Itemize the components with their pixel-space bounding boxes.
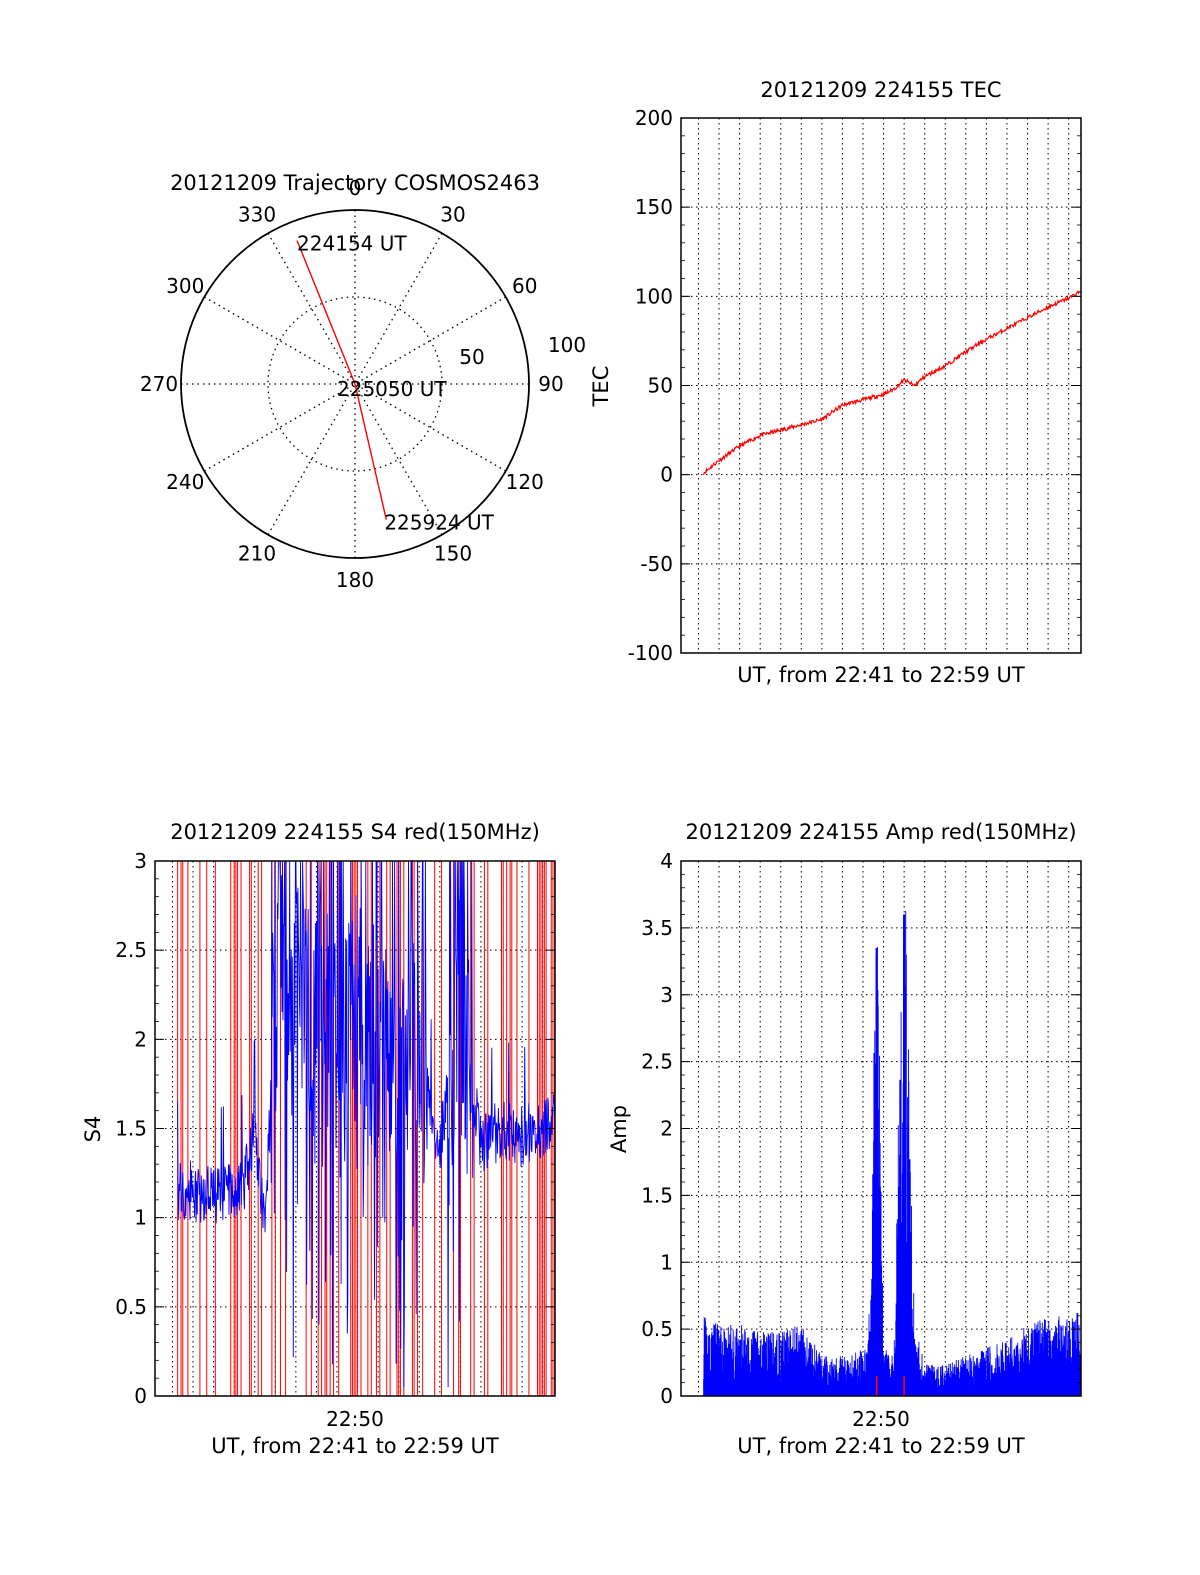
trajectory-line <box>296 240 387 520</box>
amp-ytick-label: 3 <box>660 983 673 1007</box>
azimuth-labels: 0 30 60 90 120 150 180 210 240 270 300 330 <box>140 176 564 592</box>
amp-ytick-label: 1 <box>660 1250 673 1274</box>
tec-line <box>703 289 1081 475</box>
s4-blue-line <box>177 860 556 1388</box>
azimuth-label: 0 <box>349 176 362 200</box>
azimuth-label: 240 <box>166 470 204 494</box>
azimuth-label: 270 <box>140 372 178 396</box>
amp-title: 20121209 224155 Amp red(150MHz) <box>685 820 1076 844</box>
tec-ytick-label: 150 <box>635 195 673 219</box>
azimuth-label: 300 <box>166 274 204 298</box>
amp-ytick-label: 0.5 <box>641 1317 673 1341</box>
amp-ytick-label: 2 <box>660 1117 673 1141</box>
s4-ytick-label: 1 <box>134 1206 147 1230</box>
s4-plot: 20121209 224155 S4 red(150MHz) 3 2.5 2 1.5 1… <box>81 820 556 1458</box>
amp-plot: 20121209 224155 Amp red(150MHz) 4 3.5 3 2.5… <box>607 820 1082 1458</box>
s4-ticks <box>155 860 555 1397</box>
s4-title: 20121209 224155 S4 red(150MHz) <box>170 820 540 844</box>
s4-y-label: S4 <box>81 1116 105 1143</box>
amp-blue-trace <box>703 910 1082 1396</box>
amp-ytick-label: 0 <box>660 1384 673 1408</box>
amp-x-tick-label: 22:50 <box>852 1407 910 1431</box>
tec-title: 20121209 224155 TEC <box>760 78 1001 102</box>
s4-ytick-label: 2 <box>134 1027 147 1051</box>
tec-y-label: TEC <box>589 366 613 408</box>
azimuth-label: 60 <box>512 274 537 298</box>
tec-ytick-label: 0 <box>660 463 673 487</box>
amp-blue-series <box>703 910 1082 1396</box>
amp-ytick-label: 2.5 <box>641 1050 673 1074</box>
azimuth-label: 120 <box>506 470 544 494</box>
s4-x-tick-label: 22:50 <box>326 1407 384 1431</box>
tec-series <box>703 289 1081 475</box>
azimuth-label: 150 <box>434 542 472 566</box>
trajectory-track: 224154 UT 225050 UT 225924 UT <box>296 232 495 535</box>
tec-ytick-label: 200 <box>635 106 673 130</box>
s4-y-tick-labels: 3 2.5 2 1.5 1 0.5 0 <box>115 849 147 1408</box>
amp-ytick-label: 1.5 <box>641 1183 673 1207</box>
azimuth-label: 210 <box>238 542 276 566</box>
tec-grid <box>681 118 1081 653</box>
amp-red-markers <box>875 1375 905 1396</box>
tec-ticks <box>681 117 1081 654</box>
s4-ytick-label: 0 <box>134 1384 147 1408</box>
s4-blue-series <box>177 860 556 1388</box>
polar-trajectory-plot: 20121209 Trajectory COSMOS2463 0 30 60 90 12… <box>140 171 586 592</box>
s4-ytick-label: 2.5 <box>115 938 147 962</box>
polar-title: 20121209 Trajectory COSMOS2463 <box>170 171 540 195</box>
tec-x-label: UT, from 22:41 to 22:59 UT <box>737 663 1025 687</box>
tec-ytick-label: 50 <box>648 374 673 398</box>
radial-label-100: 100 <box>548 333 586 357</box>
radial-label-50: 50 <box>459 345 484 369</box>
tec-ytick-label: -100 <box>628 641 673 665</box>
elevation-circle <box>267 296 443 472</box>
amp-ytick-label: 3.5 <box>641 916 673 940</box>
tec-plot: 20121209 224155 TEC 200150100500-50-100 … <box>589 78 1082 687</box>
s4-ytick-label: 3 <box>134 849 147 873</box>
azimuth-label: 90 <box>538 372 563 396</box>
tec-ytick-label: -50 <box>640 552 673 576</box>
trajectory-time-label: 225924 UT <box>384 511 494 535</box>
trajectory-time-label: 224154 UT <box>297 232 407 256</box>
amp-x-label: UT, from 22:41 to 22:59 UT <box>737 1434 1025 1458</box>
amp-ytick-label: 4 <box>660 849 673 873</box>
azimuth-label: 330 <box>238 202 276 226</box>
trajectory-time-label: 225050 UT <box>337 377 447 401</box>
amp-y-tick-labels: 4 3.5 3 2.5 2 1.5 1 0.5 0 <box>641 849 673 1408</box>
s4-ytick-label: 1.5 <box>115 1117 147 1141</box>
tec-ytick-label: 100 <box>635 284 673 308</box>
tec-y-tick-labels: 200 150 100 50 0 -50 -100 <box>628 106 673 665</box>
azimuth-label: 30 <box>440 202 465 226</box>
s4-x-label: UT, from 22:41 to 22:59 UT <box>211 1434 499 1458</box>
s4-red-series <box>177 861 556 1396</box>
s4-ytick-label: 0.5 <box>115 1295 147 1319</box>
amp-ticks <box>681 860 1081 1397</box>
azimuth-label: 180 <box>336 568 374 592</box>
amp-y-label: Amp <box>607 1105 631 1153</box>
